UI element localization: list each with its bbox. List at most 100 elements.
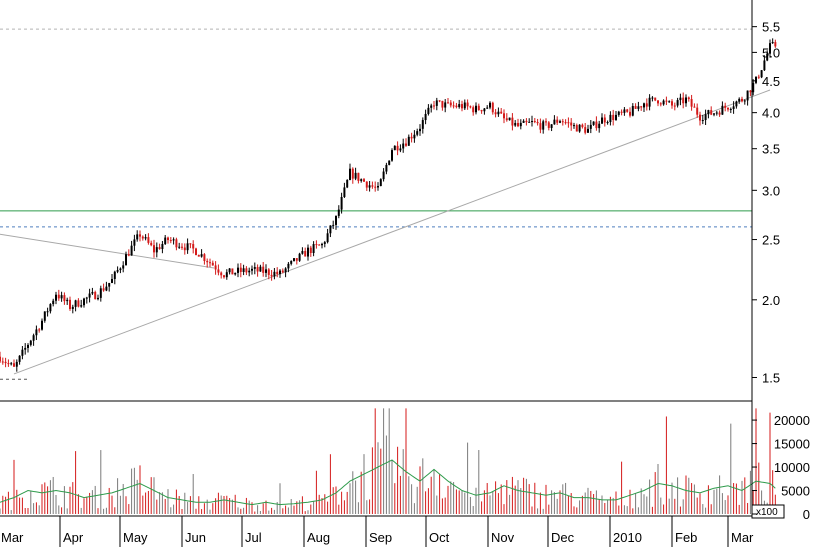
candle-body: [85, 297, 88, 299]
candle-body: [83, 298, 85, 306]
candle-body: [71, 306, 74, 310]
candle-body: [421, 120, 424, 129]
candle-body: [654, 97, 657, 101]
candle-body: [550, 124, 553, 128]
candle-body: [183, 247, 186, 251]
candle-body: [640, 106, 643, 108]
chart-axes: x100: [0, 0, 785, 519]
candle-body: [603, 117, 606, 123]
candle-body: [15, 361, 18, 367]
month-label: Oct: [429, 530, 450, 545]
month-label: Feb: [675, 530, 697, 545]
candle-body: [769, 43, 771, 54]
candle-body: [715, 112, 718, 114]
candle-body: [245, 268, 248, 273]
candle-body: [340, 196, 343, 210]
volume-tick-label: 5000: [781, 484, 810, 499]
candle-body: [242, 268, 245, 272]
candle-body: [505, 118, 508, 121]
candle-body: [27, 344, 29, 348]
candle-body: [365, 181, 368, 188]
candle-body: [251, 268, 253, 271]
candle-body: [211, 262, 214, 266]
candle-body: [304, 250, 307, 257]
candle-body: [1, 361, 4, 363]
candle-body: [746, 90, 749, 101]
candle-body: [136, 234, 139, 240]
trend-lines: [0, 89, 771, 375]
candle-body: [29, 340, 32, 345]
volume-moving-average: [0, 459, 776, 506]
candle-body: [139, 234, 141, 237]
month-label: Jun: [185, 530, 206, 545]
candle-body: [497, 111, 500, 115]
candle-body: [326, 233, 329, 243]
candle-body: [673, 105, 676, 107]
candle-body: [475, 105, 477, 113]
candle-body: [239, 267, 242, 272]
month-label: Jul: [245, 530, 262, 545]
candle-body: [270, 274, 273, 277]
candle-body: [209, 262, 211, 264]
candle-body: [231, 268, 234, 275]
candle-body: [337, 209, 340, 216]
candle-body: [514, 122, 517, 126]
candle-body: [620, 111, 623, 113]
candle-body: [153, 245, 155, 253]
candle-body: [732, 106, 735, 110]
candle-body: [46, 311, 49, 313]
candle-body: [743, 100, 746, 102]
candle-body: [704, 114, 707, 121]
candle-body: [595, 121, 598, 129]
candle-body: [52, 300, 55, 305]
candle-body: [701, 120, 704, 122]
candle-body: [223, 275, 225, 278]
candle-body: [279, 270, 281, 275]
candle-body: [447, 102, 449, 104]
candle-body: [108, 282, 111, 287]
candle-body: [234, 272, 237, 275]
price-tick-label: 4.0: [762, 106, 780, 121]
candle-body: [399, 148, 402, 151]
candle-body: [668, 101, 671, 103]
candle-body: [203, 254, 206, 261]
candle-body: [718, 112, 721, 115]
candle-body: [461, 104, 463, 109]
candle-body: [575, 125, 578, 132]
candle-body: [35, 329, 38, 336]
multiplier-box: [751, 504, 785, 519]
candle-body: [564, 122, 567, 124]
candle-body: [396, 145, 399, 151]
candle-body: [144, 237, 147, 239]
candle-body: [556, 119, 559, 123]
candle-body: [547, 122, 550, 128]
candle-body: [91, 291, 94, 294]
candle-body: [186, 243, 189, 251]
price-tick-label: 3.5: [762, 142, 780, 157]
candle-body: [433, 105, 435, 107]
candle-body: [542, 121, 545, 130]
candle-body: [189, 243, 192, 245]
candle-body: [379, 179, 382, 186]
horizontal-levels: [0, 28, 752, 380]
candle-body: [13, 363, 15, 367]
month-label: Sep: [369, 530, 392, 545]
candle-body: [105, 286, 108, 291]
candle-body: [724, 105, 727, 108]
candle-body: [122, 265, 125, 269]
candle-body: [525, 120, 528, 123]
candle-body: [402, 143, 405, 149]
candle-body: [192, 244, 195, 249]
candle-body: [393, 145, 396, 151]
candle-body: [623, 109, 626, 113]
candle-body: [486, 107, 489, 109]
candle-body: [265, 269, 267, 273]
candle-body: [259, 266, 262, 272]
candle-body: [419, 128, 421, 132]
candle-body: [178, 246, 181, 248]
candle-body: [741, 98, 743, 102]
month-label: Apr: [63, 530, 84, 545]
volume-tick-label: 15000: [774, 437, 810, 452]
candle-body: [99, 288, 102, 298]
